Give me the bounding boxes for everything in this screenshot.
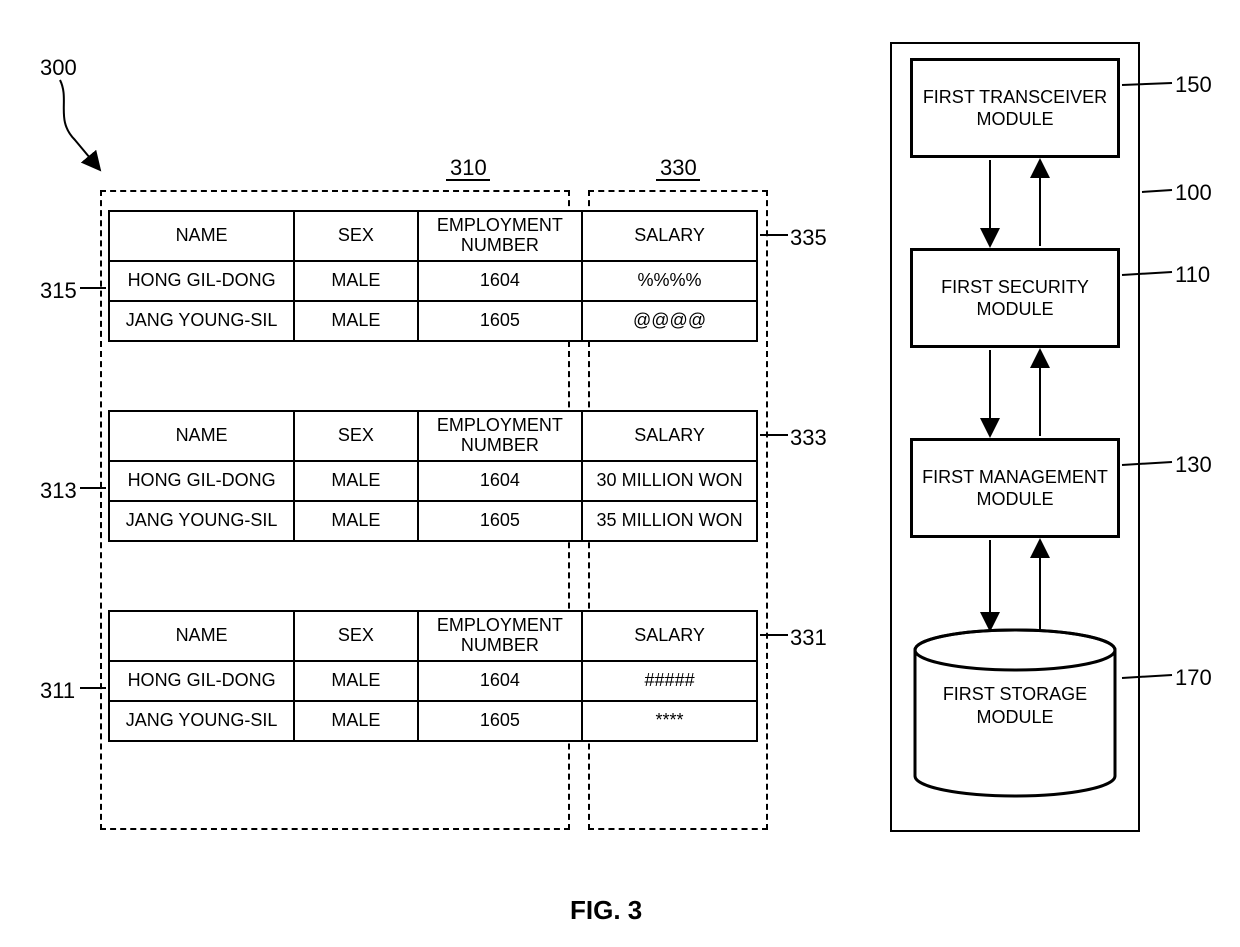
hdr-salary: SALARY <box>582 211 757 261</box>
module-label: FIRST SECURITY MODULE <box>919 276 1111 321</box>
ref-100: 100 <box>1175 180 1212 206</box>
ref-170: 170 <box>1175 665 1212 691</box>
ref-315: 315 <box>40 278 77 304</box>
figure-caption: FIG. 3 <box>570 895 642 926</box>
module-130-management: FIRST MANAGEMENT MODULE <box>910 438 1120 538</box>
figure-canvas: NAME SEX EMPLOYMENT NUMBER SALARY HONG G… <box>0 0 1240 947</box>
ref-330: 330 <box>660 155 697 181</box>
module-label: FIRST MANAGEMENT MODULE <box>919 466 1111 511</box>
ref-313: 313 <box>40 478 77 504</box>
table-row: HONG GIL-DONG MALE 1604 %%%% <box>109 261 757 301</box>
cell-name: HONG GIL-DONG <box>109 461 294 501</box>
cell-emp: 1604 <box>418 661 583 701</box>
hdr-name: NAME <box>109 611 294 661</box>
ref-335: 335 <box>790 225 827 251</box>
hdr-emp: EMPLOYMENT NUMBER <box>418 411 583 461</box>
hdr-salary: SALARY <box>582 411 757 461</box>
cell-name: HONG GIL-DONG <box>109 261 294 301</box>
cell-salary: %%%% <box>582 261 757 301</box>
table-315-335: NAME SEX EMPLOYMENT NUMBER SALARY HONG G… <box>108 210 758 342</box>
cell-sex: MALE <box>294 701 417 741</box>
cell-salary: @@@@ <box>582 301 757 341</box>
module-label: FIRST TRANSCEIVER MODULE <box>919 86 1111 131</box>
cell-name: JANG YOUNG-SIL <box>109 501 294 541</box>
ref-310: 310 <box>450 155 487 181</box>
cell-sex: MALE <box>294 661 417 701</box>
ref-130: 130 <box>1175 452 1212 478</box>
hdr-sex: SEX <box>294 211 417 261</box>
cell-name: JANG YOUNG-SIL <box>109 701 294 741</box>
ref-311: 311 <box>40 678 75 704</box>
cell-emp: 1605 <box>418 701 583 741</box>
cell-salary: **** <box>582 701 757 741</box>
cell-salary: 30 MILLION WON <box>582 461 757 501</box>
module-170-storage: FIRST STORAGE MODULE <box>910 628 1120 798</box>
hdr-emp: EMPLOYMENT NUMBER <box>418 611 583 661</box>
hdr-salary: SALARY <box>582 611 757 661</box>
cell-emp: 1605 <box>418 301 583 341</box>
ref-300: 300 <box>40 55 77 81</box>
ref-333: 333 <box>790 425 827 451</box>
cell-sex: MALE <box>294 501 417 541</box>
cell-name: HONG GIL-DONG <box>109 661 294 701</box>
table-row: JANG YOUNG-SIL MALE 1605 **** <box>109 701 757 741</box>
table-row: JANG YOUNG-SIL MALE 1605 @@@@ <box>109 301 757 341</box>
cell-emp: 1604 <box>418 461 583 501</box>
ref-110: 110 <box>1175 262 1210 288</box>
hdr-name: NAME <box>109 211 294 261</box>
module-110-security: FIRST SECURITY MODULE <box>910 248 1120 348</box>
cell-emp: 1605 <box>418 501 583 541</box>
cell-sex: MALE <box>294 301 417 341</box>
module-label: FIRST STORAGE MODULE <box>910 683 1120 728</box>
cell-name: JANG YOUNG-SIL <box>109 301 294 341</box>
hdr-sex: SEX <box>294 611 417 661</box>
table-row: HONG GIL-DONG MALE 1604 30 MILLION WON <box>109 461 757 501</box>
table-311-331: NAME SEX EMPLOYMENT NUMBER SALARY HONG G… <box>108 610 758 742</box>
hdr-emp: EMPLOYMENT NUMBER <box>418 211 583 261</box>
ref-150: 150 <box>1175 72 1212 98</box>
table-row: JANG YOUNG-SIL MALE 1605 35 MILLION WON <box>109 501 757 541</box>
cell-salary: 35 MILLION WON <box>582 501 757 541</box>
ref-331: 331 <box>790 625 827 651</box>
table-row: HONG GIL-DONG MALE 1604 ##### <box>109 661 757 701</box>
hdr-name: NAME <box>109 411 294 461</box>
module-150-transceiver: FIRST TRANSCEIVER MODULE <box>910 58 1120 158</box>
cell-salary: ##### <box>582 661 757 701</box>
cell-sex: MALE <box>294 461 417 501</box>
cell-sex: MALE <box>294 261 417 301</box>
cell-emp: 1604 <box>418 261 583 301</box>
table-313-333: NAME SEX EMPLOYMENT NUMBER SALARY HONG G… <box>108 410 758 542</box>
hdr-sex: SEX <box>294 411 417 461</box>
